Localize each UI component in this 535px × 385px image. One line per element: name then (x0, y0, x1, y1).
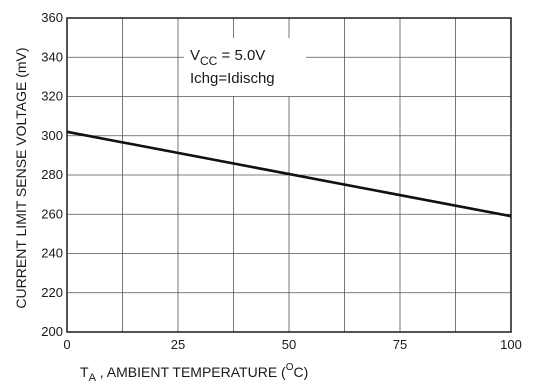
x-tick-label-0: 0 (63, 337, 70, 352)
y-tick-label-300: 300 (41, 128, 63, 143)
x-axis-title: TA , AMBIENT TEMPERATURE (OC) (80, 362, 308, 384)
y-tick-label-200: 200 (41, 324, 63, 339)
y-tick-label-220: 220 (41, 285, 63, 300)
y-tick-label-260: 260 (41, 206, 63, 221)
y-tick-label-240: 240 (41, 246, 63, 261)
y-tick-label-320: 320 (41, 89, 63, 104)
x-tick-label-50: 50 (282, 337, 296, 352)
y-tick-label-280: 280 (41, 167, 63, 182)
y-tick-labels: 200 220 240 260 280 300 320 340 360 (41, 10, 63, 339)
series-line-0 (66, 130, 512, 218)
y-axis-title: CURRENT LIMIT SENSE VOLTAGE (mV) (13, 47, 29, 308)
annotation-vcc: VCC = 5.0V (190, 47, 265, 68)
x-tick-label-75: 75 (393, 337, 407, 352)
y-tick-label-360: 360 (41, 10, 63, 25)
y-tick-label-340: 340 (41, 49, 63, 64)
plot-frame (66, 17, 512, 333)
annotation-condition: Ichg=Idischg (190, 70, 275, 87)
series-layer (66, 130, 512, 218)
x-tick-labels: 0 25 50 75 100 (63, 337, 521, 352)
annotation-background (184, 38, 306, 96)
x-tick-label-100: 100 (500, 337, 522, 352)
x-tick-label-25: 25 (171, 337, 185, 352)
